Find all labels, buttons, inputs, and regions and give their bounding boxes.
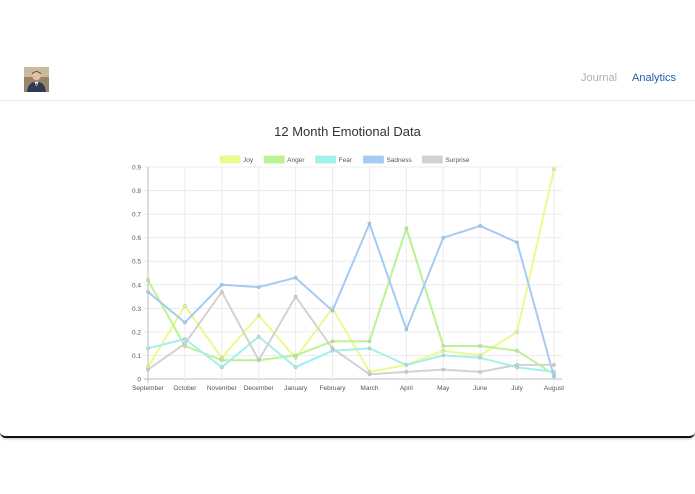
data-point-joy[interactable] — [515, 330, 519, 334]
data-point-fear[interactable] — [404, 363, 409, 367]
data-point-sadness[interactable] — [146, 290, 150, 294]
data-point-fear[interactable] — [220, 365, 224, 370]
legend-label-joy[interactable]: Joy — [243, 157, 254, 164]
avatar[interactable] — [24, 67, 49, 92]
data-point-joy[interactable] — [552, 167, 556, 172]
data-point-sadness[interactable] — [404, 327, 409, 332]
x-tick-label: December — [244, 385, 275, 392]
x-tick-label: February — [320, 385, 347, 392]
data-point-sadness[interactable] — [256, 285, 261, 289]
data-point-anger[interactable] — [441, 344, 446, 348]
nav-link-journal[interactable]: Journal — [581, 72, 618, 84]
data-point-fear[interactable] — [146, 346, 150, 351]
data-point-surprise[interactable] — [404, 370, 409, 374]
legend-swatch-anger[interactable] — [263, 155, 285, 164]
data-point-fear[interactable] — [293, 365, 298, 370]
data-point-anger[interactable] — [330, 339, 335, 344]
data-point-surprise[interactable] — [293, 294, 298, 299]
data-point-anger[interactable] — [404, 226, 409, 231]
y-tick-label: 0.3 — [132, 306, 141, 313]
data-point-joy[interactable] — [183, 304, 187, 308]
data-point-joy[interactable] — [441, 348, 446, 353]
y-tick-label: 0.7 — [132, 212, 141, 219]
y-tick-label: 0.6 — [132, 235, 141, 242]
data-point-surprise[interactable] — [478, 370, 482, 374]
data-point-fear[interactable] — [183, 337, 187, 341]
y-tick-label: 0.9 — [132, 165, 141, 172]
series-line-surprise — [147, 290, 554, 376]
x-tick-label: September — [132, 385, 165, 392]
legend-swatch-surprise[interactable] — [421, 155, 443, 164]
y-tick-label: 0.2 — [132, 329, 141, 336]
emotion-line-chart: 0 0.1 0.2 0.3 0.4 0.5 0.6 0.7 0.8 0.9 September Oct… — [132, 155, 564, 392]
data-point-sadness[interactable] — [293, 275, 298, 280]
x-tick-label: October — [173, 385, 197, 392]
x-tick-label: May — [437, 385, 450, 392]
x-tick-label: August — [544, 385, 564, 392]
data-point-sadness[interactable] — [478, 224, 482, 228]
y-tick-label: 0.4 — [132, 282, 141, 289]
chart-title: 12 Month Emotional Data — [274, 124, 421, 139]
nav-link-analytics[interactable]: Analytics — [632, 72, 677, 84]
y-tick-label: 0.8 — [132, 188, 141, 195]
x-tick-label: November — [207, 385, 238, 392]
data-point-surprise[interactable] — [256, 358, 261, 362]
data-point-surprise[interactable] — [220, 290, 224, 294]
data-point-surprise[interactable] — [441, 367, 446, 372]
legend-label-surprise[interactable]: Surprise — [445, 157, 470, 164]
data-point-fear[interactable] — [441, 353, 446, 358]
data-point-anger[interactable] — [515, 348, 519, 353]
legend-swatch-fear[interactable] — [315, 155, 337, 164]
data-point-anger[interactable] — [367, 339, 372, 344]
x-tick-label: January — [284, 385, 308, 392]
x-tick-label: July — [511, 385, 523, 392]
series-line-sadness — [147, 222, 555, 377]
data-point-sadness[interactable] — [220, 282, 224, 287]
app-window: Journal Analytics 12 Month Emotional Dat… — [0, 62, 695, 438]
data-point-sadness[interactable] — [441, 235, 446, 240]
data-point-fear[interactable] — [367, 346, 372, 351]
data-point-sadness[interactable] — [183, 320, 187, 325]
legend-label-fear[interactable]: Fear — [339, 157, 353, 164]
data-point-anger[interactable] — [146, 278, 150, 282]
data-point-fear[interactable] — [256, 334, 261, 339]
x-tick-label: April — [400, 385, 414, 392]
data-point-sadness[interactable] — [552, 374, 556, 379]
data-point-sadness[interactable] — [515, 240, 519, 245]
series-line-anger — [147, 227, 555, 376]
data-point-surprise[interactable] — [146, 367, 150, 372]
data-point-surprise[interactable] — [552, 363, 556, 367]
data-point-surprise[interactable] — [367, 372, 372, 377]
legend-label-sadness[interactable]: Sadness — [386, 157, 412, 164]
data-point-anger[interactable] — [220, 358, 224, 362]
legend-label-anger[interactable]: Anger — [287, 157, 305, 164]
top-navigation-bar: Journal Analytics — [0, 62, 695, 101]
y-tick-label: 0.5 — [132, 259, 141, 266]
data-point-fear[interactable] — [478, 355, 482, 360]
data-point-surprise[interactable] — [515, 363, 519, 367]
data-point-anger[interactable] — [478, 344, 482, 348]
data-point-joy[interactable] — [256, 313, 261, 318]
series-line-fear — [147, 335, 555, 373]
legend-swatch-sadness[interactable] — [363, 155, 384, 164]
x-tick-label: March — [360, 385, 378, 392]
y-tick-label: 0.1 — [132, 353, 141, 360]
legend-swatch-joy[interactable] — [219, 155, 241, 164]
x-tick-label: June — [473, 385, 487, 392]
y-tick-label: 0 — [137, 377, 141, 384]
series-line-joy — [147, 169, 555, 373]
data-point-sadness[interactable] — [330, 308, 335, 313]
data-point-surprise[interactable] — [330, 346, 335, 351]
data-point-anger[interactable] — [293, 353, 298, 358]
data-point-sadness[interactable] — [367, 221, 372, 226]
avatar-image — [24, 67, 49, 92]
data-point-surprise[interactable] — [183, 341, 187, 346]
